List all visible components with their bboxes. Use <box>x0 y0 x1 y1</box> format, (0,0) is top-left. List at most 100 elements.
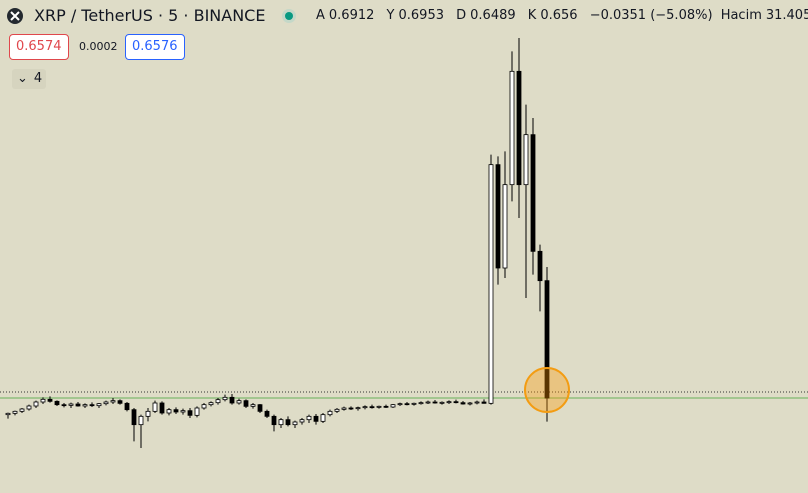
candle-body <box>299 419 305 423</box>
indicator-count: 4 <box>33 71 43 86</box>
candle-body <box>5 412 11 416</box>
open: A 0.6912 <box>316 8 378 23</box>
candle-body <box>488 164 494 404</box>
value: 31.405M <box>765 8 808 23</box>
candle-body <box>138 415 144 426</box>
candle-body <box>117 400 123 404</box>
candle-body <box>159 402 165 414</box>
change: −0.0351 (−5.08%) <box>589 8 713 23</box>
candle-body <box>103 401 109 405</box>
candle-body <box>334 408 340 412</box>
candle-body <box>495 164 501 269</box>
candle-body <box>411 402 417 405</box>
label: Y <box>386 8 395 23</box>
candle-body <box>306 415 312 421</box>
candle-body <box>467 402 473 405</box>
candle-body <box>537 250 543 282</box>
candle-body <box>194 407 200 416</box>
candle-body <box>152 402 158 412</box>
candle-body <box>313 415 319 422</box>
value: 0.656 <box>540 8 578 23</box>
value: 0.6489 <box>470 8 516 23</box>
low: D 0.6489 <box>456 8 520 23</box>
candle-body <box>453 401 459 404</box>
candle-body <box>243 400 249 407</box>
candle-body <box>187 410 193 416</box>
candle-body <box>383 405 389 408</box>
candle-body <box>530 134 536 252</box>
candle-body <box>278 419 284 426</box>
candle-body <box>481 401 487 404</box>
candle-body <box>404 403 410 406</box>
candle-body <box>124 402 130 411</box>
candle-body <box>173 409 179 413</box>
candle-body <box>131 409 137 426</box>
symbol-logo-mark <box>10 11 20 21</box>
candle-body <box>327 410 333 416</box>
candle-body <box>292 421 298 426</box>
candle-body <box>523 134 529 186</box>
candle-body <box>439 401 445 404</box>
candle-body <box>264 410 270 417</box>
candle-body <box>145 410 151 417</box>
candle-body <box>341 407 347 410</box>
candle-body <box>215 399 221 404</box>
market-status-dot <box>285 12 293 20</box>
candle-body <box>474 401 480 404</box>
indicators-toggle[interactable]: ⌄ 4 <box>12 69 46 89</box>
highlight-circle <box>524 367 570 413</box>
candle-body <box>12 410 18 414</box>
label: D <box>456 8 467 23</box>
candle-body <box>516 70 522 186</box>
candle-body <box>61 404 67 407</box>
candle-body <box>271 415 277 426</box>
candle-body <box>236 400 242 404</box>
candle-body <box>82 404 88 407</box>
candle-body <box>96 403 102 407</box>
candle-body <box>180 410 186 413</box>
candle-body <box>418 402 424 405</box>
candle-body <box>432 401 438 404</box>
candle-body <box>425 401 431 404</box>
candle-body <box>369 406 375 409</box>
candle-body <box>166 409 172 414</box>
candle-body <box>285 419 291 426</box>
label: K <box>527 8 537 23</box>
candle-body <box>222 396 228 401</box>
symbol-title[interactable]: XRP / TetherUS · 5 · BINANCE <box>34 6 266 25</box>
buy-button[interactable]: 0.6576 <box>125 34 185 60</box>
candle-body <box>208 402 214 406</box>
candle-body <box>54 400 60 406</box>
candle-body <box>89 404 95 407</box>
candle-body <box>257 404 263 412</box>
sell-button[interactable]: 0.6574 <box>9 34 69 60</box>
candle-body <box>320 414 326 422</box>
high: Y 0.6953 <box>387 8 448 23</box>
candle-body <box>40 398 46 403</box>
candle-body <box>376 405 382 408</box>
candle-body <box>355 407 361 410</box>
candle-body <box>348 407 354 410</box>
label: A <box>316 8 325 23</box>
candle-body <box>509 70 515 186</box>
candle-body <box>390 404 396 408</box>
candle-body <box>460 402 466 405</box>
candle-body <box>544 280 550 399</box>
candle-body <box>110 400 116 403</box>
candle-body <box>68 403 74 406</box>
candle-body <box>26 405 32 410</box>
candle-body <box>397 403 403 406</box>
candle-body <box>250 404 256 407</box>
candle-body <box>362 406 368 409</box>
candle-body <box>19 408 25 412</box>
candle-body <box>33 401 39 407</box>
value: 0.6953 <box>398 8 445 23</box>
candle-body <box>75 403 81 407</box>
value: 0.6912 <box>328 8 375 23</box>
candle-body <box>201 404 207 409</box>
spread: 0.0002 <box>79 40 118 53</box>
label: Hacim <box>720 8 762 23</box>
